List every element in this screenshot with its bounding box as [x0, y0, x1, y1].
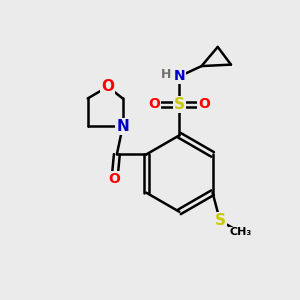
Text: O: O: [109, 172, 120, 186]
Text: S: S: [214, 213, 226, 228]
Text: O: O: [199, 98, 210, 111]
Text: S: S: [174, 97, 185, 112]
Text: H: H: [161, 68, 171, 80]
Text: CH₃: CH₃: [230, 227, 252, 237]
Text: N: N: [174, 69, 185, 83]
Text: O: O: [148, 98, 160, 111]
Text: O: O: [101, 79, 114, 94]
Text: N: N: [116, 119, 129, 134]
